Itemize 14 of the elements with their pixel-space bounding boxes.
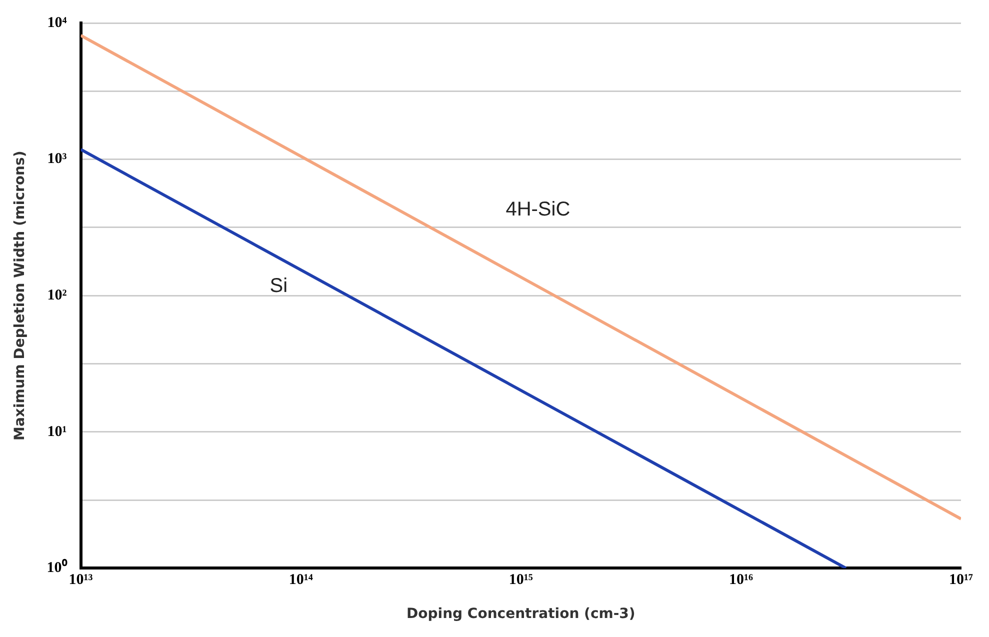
y-tick-label: 10¹ bbox=[47, 424, 67, 440]
x-tick-label: 10¹⁵ bbox=[508, 572, 534, 588]
x-tick-label: 10¹³ bbox=[68, 572, 94, 588]
y-tick-label: 10⁰ bbox=[46, 558, 68, 576]
x-axis-title: Doping Concentration (cm-3) bbox=[406, 606, 636, 622]
text: 4H-SiC bbox=[506, 198, 570, 220]
y-tick-label: 10³ bbox=[47, 151, 68, 168]
x-tick-label: 10¹⁶ bbox=[728, 572, 754, 588]
y-tick-label: 10² bbox=[47, 287, 68, 304]
x-tick-label: 10¹⁷ bbox=[949, 572, 974, 588]
x-tick-label: 10¹⁴ bbox=[288, 572, 314, 588]
y-tick-label: 10⁴ bbox=[47, 14, 68, 31]
series-label: Si bbox=[270, 274, 288, 297]
y-axis-title: Maximum Depletion Width (microns) bbox=[12, 150, 28, 440]
